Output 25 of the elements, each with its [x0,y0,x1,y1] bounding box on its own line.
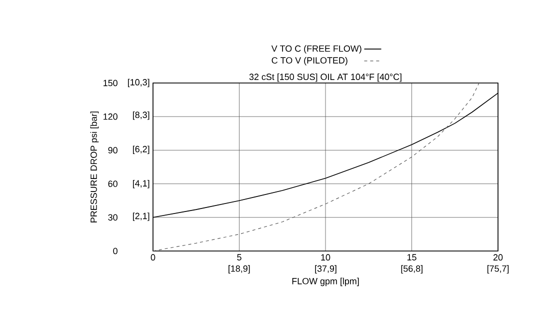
y-tick-label: 90 [108,147,118,154]
y-tick-label: 0 [113,248,118,254]
text: 32 cSt [150 SUS] OIL AT 104°F [40°C] [249,73,402,82]
y2-tick-label: [8,3] [133,111,150,120]
y-axis-title: PRESSURE DROP psi [bar] [90,112,99,222]
legend-label: V TO C (FREE FLOW) [271,45,362,54]
x2-tick-label: [56,8] [401,265,422,274]
y2-tick-label: [10,3] [128,78,150,88]
x-tick-label: 20 [493,254,503,261]
x-axis-title: FLOW gpm [lpm] [292,278,359,286]
y-tick-label: 30 [108,214,118,221]
x-tick-label: 0 [150,254,156,261]
x-tick-label: 10 [321,254,330,261]
y-tick-label: 60 [108,180,118,187]
legend-label: C TO V (PILOTED) [272,56,348,66]
x2-tick-label: [37,9] [315,265,336,274]
x-tick-label: 5 [237,254,242,260]
y-tick-label: 150 [104,80,118,86]
y2-tick-label: [6,2] [133,146,150,154]
y2-tick-label: [4,1] [133,180,150,188]
x2-tick-label: [18,9] [228,265,250,274]
x-tick-label: 15 [407,254,416,260]
y2-tick-label: [2,1] [133,212,150,221]
y-tick-label: 120 [104,113,118,120]
x2-tick-label: [75,7] [487,265,509,274]
